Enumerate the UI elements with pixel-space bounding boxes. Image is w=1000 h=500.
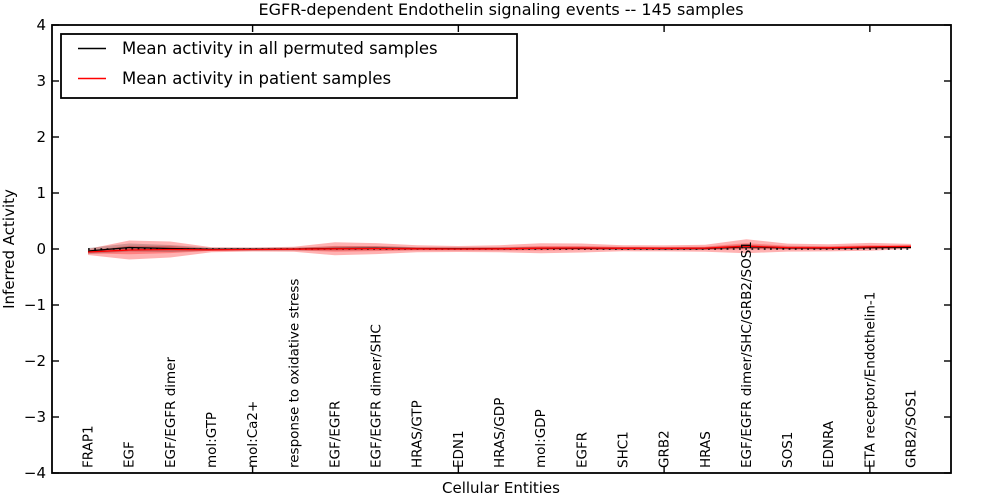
- x-category-label: FRAP1: [81, 425, 97, 468]
- x-category-labels: FRAP1 EGF EGF/EGFR dimer mol:GTP mol:Ca2…: [81, 241, 920, 468]
- patient-mean-line: [87, 245, 912, 253]
- x-category-label: HRAS/GDP: [492, 398, 508, 468]
- x-category-label: SHC1: [616, 431, 632, 468]
- x-category-label: EGF/EGFR: [327, 401, 343, 468]
- y-axis-label: Inferred Activity: [0, 189, 18, 309]
- x-category-label: mol:Ca2+: [245, 401, 261, 468]
- tick-marks: [52, 24, 951, 474]
- legend: Mean activity in all permuted samples Me…: [60, 33, 518, 99]
- y-tick-label: −4: [24, 464, 46, 482]
- x-category-label: EDNRA: [821, 420, 837, 468]
- y-tick-label: 1: [36, 184, 46, 202]
- y-tick-label: −3: [24, 408, 46, 426]
- chart-title: EGFR-dependent Endothelin signaling even…: [258, 0, 743, 19]
- x-category-label: mol:GDP: [533, 409, 549, 468]
- x-category-label: GRB2: [657, 430, 673, 468]
- x-category-label: mol:GTP: [204, 412, 220, 468]
- x-category-label: response to oxidative stress: [286, 279, 302, 468]
- legend-box: [60, 33, 518, 99]
- y-tick-label: −1: [24, 296, 46, 314]
- x-category-label: ETA receptor/Endothelin-1: [862, 292, 878, 468]
- x-category-label: EGF/EGFR dimer/SHC: [369, 324, 385, 468]
- x-category-label: EGF/EGFR dimer/SHC/GRB2/SOS1: [739, 241, 755, 468]
- legend-label-permuted: Mean activity in all permuted samples: [122, 39, 438, 58]
- y-tick-label: 2: [36, 128, 46, 146]
- x-category-label: EGFR: [574, 432, 590, 468]
- legend-label-patient: Mean activity in patient samples: [122, 69, 391, 88]
- x-axis-label: Cellular Entities: [442, 479, 560, 497]
- x-category-label: EGF: [122, 441, 138, 468]
- x-category-label: GRB2/SOS1: [904, 389, 920, 468]
- x-category-label: EGF/EGFR dimer: [163, 356, 179, 468]
- y-tick-label: −2: [24, 352, 46, 370]
- y-tick-label: 4: [36, 16, 46, 34]
- x-category-label: HRAS: [698, 431, 714, 468]
- x-category-label: SOS1: [780, 432, 796, 468]
- y-tick-labels: 4 3 2 1 0 −1 −2 −3 −4: [24, 16, 46, 482]
- x-category-label: EDN1: [451, 430, 467, 468]
- x-category-label: HRAS/GTP: [410, 400, 426, 468]
- legend-item-patient: Mean activity in patient samples: [78, 69, 391, 88]
- y-tick-label: 0: [36, 240, 46, 258]
- y-tick-label: 3: [36, 72, 46, 90]
- legend-item-permuted: Mean activity in all permuted samples: [78, 39, 438, 58]
